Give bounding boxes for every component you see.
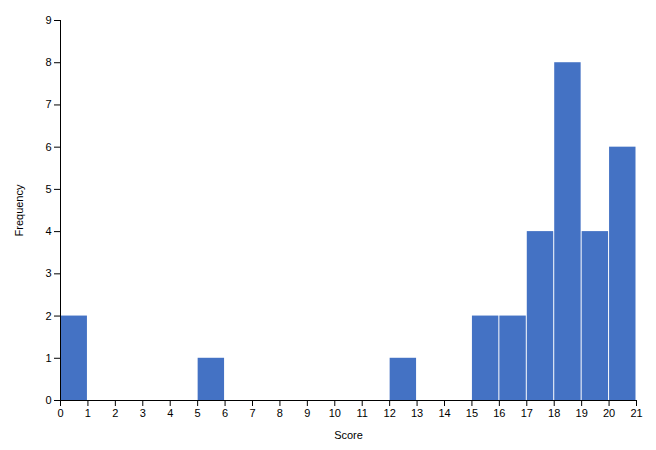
svg-text:7: 7 — [45, 98, 51, 110]
svg-text:17: 17 — [521, 407, 533, 419]
svg-text:Frequency: Frequency — [13, 184, 25, 236]
svg-text:7: 7 — [249, 407, 255, 419]
svg-text:9: 9 — [45, 14, 51, 26]
svg-text:11: 11 — [357, 407, 368, 419]
svg-text:3: 3 — [45, 267, 51, 279]
svg-text:13: 13 — [411, 407, 423, 419]
svg-text:6: 6 — [45, 141, 51, 153]
svg-text:8: 8 — [277, 407, 283, 419]
svg-text:2: 2 — [45, 310, 51, 322]
svg-text:1: 1 — [45, 352, 51, 364]
svg-text:6: 6 — [222, 407, 228, 419]
svg-text:0: 0 — [45, 394, 51, 406]
svg-text:15: 15 — [466, 407, 478, 419]
svg-text:4: 4 — [45, 225, 51, 237]
svg-text:19: 19 — [576, 407, 588, 419]
svg-text:18: 18 — [548, 407, 560, 419]
svg-text:0: 0 — [57, 407, 63, 419]
svg-text:2: 2 — [112, 407, 118, 419]
svg-text:1: 1 — [85, 407, 91, 419]
svg-text:8: 8 — [45, 56, 51, 68]
svg-text:21: 21 — [630, 407, 642, 419]
svg-text:10: 10 — [329, 407, 341, 419]
svg-text:3: 3 — [140, 407, 146, 419]
svg-text:5: 5 — [45, 183, 51, 195]
svg-text:16: 16 — [493, 407, 505, 419]
svg-text:9: 9 — [304, 407, 310, 419]
svg-text:4: 4 — [167, 407, 173, 419]
svg-text:20: 20 — [603, 407, 615, 419]
svg-text:5: 5 — [195, 407, 201, 419]
svg-text:14: 14 — [438, 407, 450, 419]
svg-text:Score: Score — [334, 429, 363, 441]
svg-text:12: 12 — [384, 407, 396, 419]
